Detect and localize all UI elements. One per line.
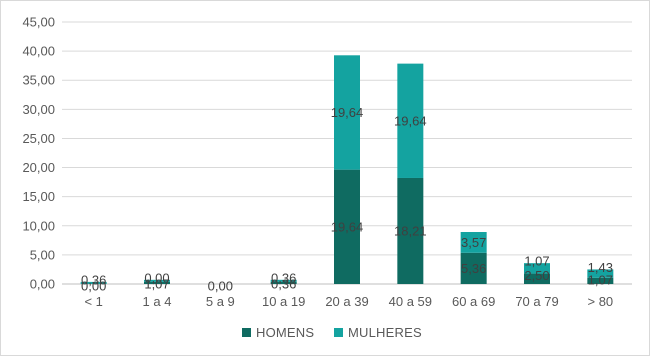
legend-swatch-homens xyxy=(242,328,251,337)
y-tick-label: 5,00 xyxy=(30,247,55,262)
x-tick-label: > 80 xyxy=(587,294,613,309)
legend-label-homens: HOMENS xyxy=(256,325,314,340)
bar-mulheres-1 xyxy=(144,279,170,282)
bars xyxy=(80,55,614,284)
x-tick-label: 5 a 9 xyxy=(206,294,235,309)
data-labels: 0,000,36 1,070,000,00 0,360,3619,6419,6418… xyxy=(81,105,613,294)
legend-swatch-mulheres xyxy=(334,328,343,337)
data-label-homens: 1,07 xyxy=(144,276,169,291)
bar-mulheres-4 xyxy=(334,55,360,170)
data-label-mulheres: 0,36 xyxy=(81,272,106,287)
bar-mulheres-8 xyxy=(587,269,614,278)
data-label-homens: 18,21 xyxy=(394,223,427,238)
bar-homens-4 xyxy=(334,169,360,284)
x-axis-ticks: < 1 1 a 4 5 a 9 10 a 19 20 a 39 40 a 59 60 a 6… xyxy=(84,294,613,309)
legend: HOMENS MULHERES xyxy=(242,325,422,340)
data-label-homens: 19,64 xyxy=(331,219,364,234)
data-label-homens: 2,50 xyxy=(524,268,549,283)
x-tick-label: 10 a 19 xyxy=(262,294,305,309)
data-label-homens: 0,00 xyxy=(81,279,106,294)
data-label-mulheres: 19,64 xyxy=(394,113,427,128)
legend-label-mulheres: MULHERES xyxy=(348,325,422,340)
bar-mulheres-7 xyxy=(524,263,550,274)
x-tick-label: < 1 xyxy=(84,294,102,309)
bar-homens-6 xyxy=(460,252,487,284)
x-tick-label: 40 a 59 xyxy=(389,294,432,309)
x-tick-label: 60 a 69 xyxy=(452,294,495,309)
data-label-homens: 5,36 xyxy=(461,261,486,276)
x-tick-label: 1 a 4 xyxy=(143,294,172,309)
data-label-homens: 1,07 xyxy=(588,272,613,287)
bar-mulheres-3 xyxy=(270,279,297,282)
bar-mulheres-0 xyxy=(80,281,107,284)
y-tick-label: 40,00 xyxy=(22,44,55,59)
data-label-mulheres: 1,43 xyxy=(588,260,613,275)
y-tick-label: 15,00 xyxy=(22,189,55,204)
bar-mulheres-5 xyxy=(397,63,424,178)
data-label-mulheres: 19,64 xyxy=(331,105,364,120)
y-axis-ticks: 0,00 5,00 10,00 15,00 20,00 25,00 30,00 35,00 40… xyxy=(22,15,55,292)
data-label-homens: 0,36 xyxy=(271,276,296,291)
y-tick-label: 0,00 xyxy=(30,277,55,292)
data-label-mulheres: 3,57 xyxy=(461,235,486,250)
x-tick-label: 70 a 79 xyxy=(515,294,558,309)
y-tick-label: 45,00 xyxy=(22,15,55,30)
data-label-mulheres: 0,36 xyxy=(271,270,296,285)
y-tick-label: 35,00 xyxy=(22,73,55,88)
bar-homens-8 xyxy=(587,277,614,284)
y-tick-label: 25,00 xyxy=(22,131,55,146)
bar-mulheres-6 xyxy=(460,232,487,253)
y-tick-label: 30,00 xyxy=(22,102,55,117)
data-label-homens: 0,00 xyxy=(208,279,233,294)
bar-homens-1 xyxy=(144,281,170,284)
bar-homens-5 xyxy=(397,177,424,284)
bar-homens-3 xyxy=(270,281,297,284)
bar-homens-7 xyxy=(524,273,550,284)
y-tick-label: 10,00 xyxy=(22,218,55,233)
data-label-mulheres: 1,07 xyxy=(524,254,549,269)
y-tick-label: 20,00 xyxy=(22,160,55,175)
x-tick-label: 20 a 39 xyxy=(325,294,368,309)
data-label-mulheres: 0,00 xyxy=(144,270,169,285)
